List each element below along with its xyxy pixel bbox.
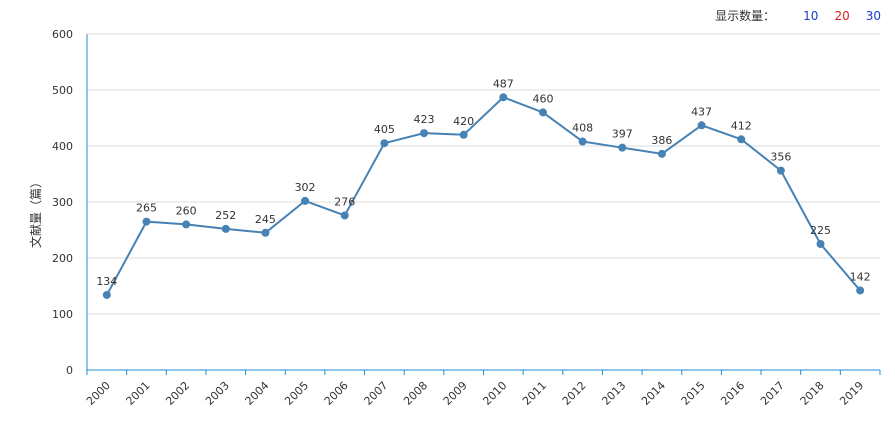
display-count-option-10[interactable]: 10 xyxy=(803,8,819,23)
data-point xyxy=(459,130,468,139)
data-label: 386 xyxy=(651,134,672,147)
data-point xyxy=(499,93,508,102)
x-tick-label: 2001 xyxy=(124,379,153,408)
x-tick-label: 2006 xyxy=(322,379,351,408)
x-tick-label: 2017 xyxy=(758,379,787,408)
data-label: 487 xyxy=(493,77,514,90)
series-line xyxy=(105,96,861,296)
data-labels: 134 265 260 252 245 302 276 405 423 420 487 460 408 3… xyxy=(96,77,870,288)
data-label: 412 xyxy=(731,119,752,132)
axes: 0 100 200 300 400 500 600 2000 2001 2002 2003 2004 2… xyxy=(28,28,881,408)
data-label: 356 xyxy=(770,151,791,164)
x-tick-label: 2007 xyxy=(362,379,391,408)
y-tick-label: 100 xyxy=(52,308,73,321)
data-label: 405 xyxy=(374,123,395,136)
x-tick-label: 2019 xyxy=(837,379,866,408)
x-tick-label: 2015 xyxy=(679,379,708,408)
y-tick-label: 600 xyxy=(52,28,73,41)
x-tick-label: 2000 xyxy=(84,379,113,408)
data-point xyxy=(538,108,547,117)
data-label: 423 xyxy=(414,113,435,126)
data-label: 420 xyxy=(453,115,474,128)
data-point xyxy=(657,149,666,158)
data-point xyxy=(221,224,230,233)
data-point xyxy=(578,137,587,146)
data-label: 460 xyxy=(532,92,553,105)
x-tick-label: 2003 xyxy=(203,379,232,408)
data-point xyxy=(340,211,349,220)
data-point xyxy=(142,217,151,226)
data-label: 437 xyxy=(691,105,712,118)
display-count-label: 显示数量： xyxy=(715,9,776,23)
x-tick-label: 2013 xyxy=(599,379,628,408)
y-tick-label: 200 xyxy=(52,252,73,265)
data-point xyxy=(420,129,429,138)
data-label: 134 xyxy=(96,275,117,288)
x-tick-label: 2005 xyxy=(282,379,311,408)
y-tick-label: 400 xyxy=(52,140,73,153)
x-tick-label: 2018 xyxy=(798,379,827,408)
series xyxy=(102,93,865,299)
data-point xyxy=(856,286,865,295)
data-point xyxy=(737,135,746,144)
data-label: 260 xyxy=(176,204,197,217)
x-tick-label: 2010 xyxy=(480,379,509,408)
display-count-option-20[interactable]: 20 xyxy=(834,8,850,23)
display-count-option-30[interactable]: 30 xyxy=(865,8,881,23)
display-count-control: 显示数量： 10 20 30 xyxy=(715,7,881,24)
x-tick-label: 2014 xyxy=(639,379,668,408)
x-tick-label: 2004 xyxy=(243,379,272,408)
x-tick-label: 2008 xyxy=(401,379,430,408)
grid-lines xyxy=(87,33,880,315)
data-label: 302 xyxy=(295,181,316,194)
data-point xyxy=(380,139,389,148)
data-label: 142 xyxy=(850,270,871,283)
x-tick-label: 2002 xyxy=(163,379,192,408)
data-point xyxy=(182,220,191,229)
y-axis-title: 文献量（篇） xyxy=(28,176,43,248)
data-label: 225 xyxy=(810,224,831,237)
x-tick-label: 2011 xyxy=(520,379,549,408)
data-point xyxy=(697,121,706,130)
data-point xyxy=(102,290,111,299)
data-point xyxy=(618,143,627,152)
data-label: 397 xyxy=(612,128,633,141)
data-label: 276 xyxy=(334,195,355,208)
y-tick-label: 300 xyxy=(52,196,73,209)
x-tick-label: 2012 xyxy=(560,379,589,408)
y-tick-label: 0 xyxy=(66,364,73,377)
data-point xyxy=(301,196,310,205)
data-label: 245 xyxy=(255,213,276,226)
data-point xyxy=(816,240,825,248)
data-label: 408 xyxy=(572,122,593,135)
data-label: 265 xyxy=(136,202,157,215)
x-tick-label: 2016 xyxy=(718,379,747,408)
data-point xyxy=(776,166,785,175)
data-point xyxy=(261,228,270,237)
x-tick-label: 2009 xyxy=(441,379,470,408)
data-label: 252 xyxy=(215,209,236,222)
y-tick-label: 500 xyxy=(52,84,73,97)
